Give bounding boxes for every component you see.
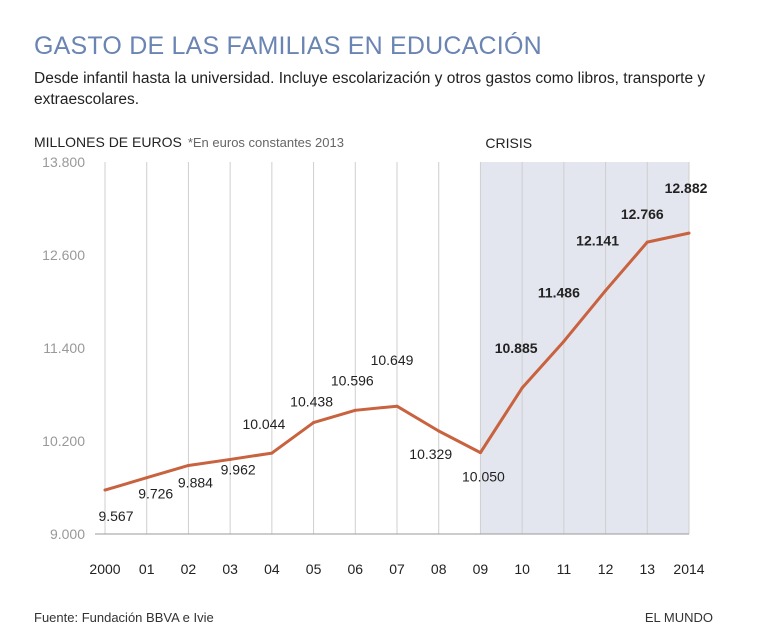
data-label: 10.596 xyxy=(331,372,374,388)
data-label: 12.141 xyxy=(576,233,619,249)
data-label: 10.329 xyxy=(409,446,452,462)
x-tick-label: 03 xyxy=(222,561,238,577)
data-label: 10.050 xyxy=(462,469,505,485)
data-label: 10.885 xyxy=(495,340,538,356)
data-label: 11.486 xyxy=(538,284,580,300)
data-point xyxy=(353,408,357,412)
y-axis-unit: MILLONES DE EUROS xyxy=(34,134,182,150)
data-label: 10.649 xyxy=(371,352,414,368)
x-tick-label: 2000 xyxy=(89,561,120,577)
data-label: 9.567 xyxy=(98,508,133,524)
data-point xyxy=(103,488,107,492)
data-point xyxy=(186,463,190,467)
data-label: 10.044 xyxy=(242,416,285,432)
x-tick-label: 2014 xyxy=(673,561,704,577)
data-point xyxy=(270,451,274,455)
data-point xyxy=(604,289,608,293)
data-point xyxy=(228,457,232,461)
data-point xyxy=(478,451,482,455)
x-tick-label: 02 xyxy=(181,561,197,577)
chart-subtitle: Desde infantil hasta la universidad. Inc… xyxy=(34,70,706,108)
data-label: 9.884 xyxy=(178,474,213,490)
y-tick-label: 13.800 xyxy=(42,154,85,170)
y-tick-label: 9.000 xyxy=(50,526,85,542)
data-label: 12.766 xyxy=(621,206,664,222)
source-note: Fuente: Fundación BBVA e Ivie xyxy=(34,610,214,625)
data-point xyxy=(312,421,316,425)
x-tick-label: 09 xyxy=(473,561,489,577)
x-tick-label: 04 xyxy=(264,561,280,577)
data-point xyxy=(395,404,399,408)
data-point xyxy=(645,240,649,244)
y-axis-note: *En euros constantes 2013 xyxy=(187,135,344,150)
data-point xyxy=(562,339,566,343)
brand-label: EL MUNDO xyxy=(644,610,713,625)
data-label: 10.438 xyxy=(290,394,333,410)
x-tick-label: 12 xyxy=(598,561,614,577)
y-tick-label: 11.400 xyxy=(43,340,85,356)
x-tick-label: 05 xyxy=(306,561,322,577)
y-tick-label: 12.600 xyxy=(42,247,85,263)
crisis-band xyxy=(480,162,689,534)
data-label: 12.882 xyxy=(665,180,708,196)
data-point xyxy=(437,429,441,433)
x-tick-label: 11 xyxy=(557,561,572,577)
data-label: 9.962 xyxy=(221,461,256,477)
data-point xyxy=(145,476,149,480)
data-point xyxy=(520,386,524,390)
y-axis-label: MILLONES DE EUROS *En euros constantes 20… xyxy=(34,134,344,150)
x-tick-label: 10 xyxy=(514,561,530,577)
data-point xyxy=(687,231,691,235)
x-tick-label: 08 xyxy=(431,561,447,577)
x-tick-label: 13 xyxy=(639,561,655,577)
chart-title: GASTO DE LAS FAMILIAS EN EDUCACIÓN xyxy=(34,32,542,60)
y-tick-label: 10.200 xyxy=(42,433,85,449)
x-tick-label: 07 xyxy=(389,561,405,577)
crisis-label: CRISIS xyxy=(485,135,532,151)
data-label: 9.726 xyxy=(138,486,173,502)
x-tick-label: 01 xyxy=(139,561,155,577)
x-tick-label: 06 xyxy=(347,561,363,577)
